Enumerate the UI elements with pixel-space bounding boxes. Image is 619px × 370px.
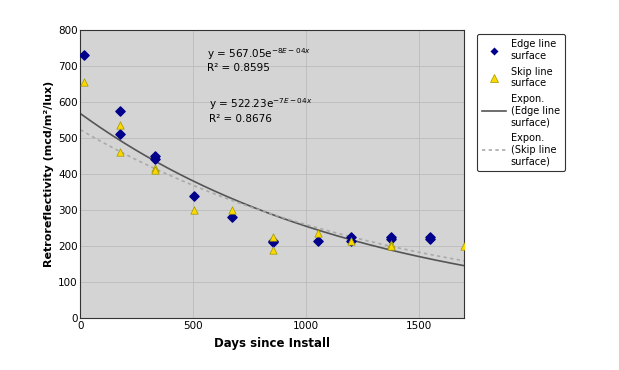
Point xyxy=(227,207,236,213)
Text: y = 567.05e$^{-8E-04x}$
R² = 0.8595: y = 567.05e$^{-8E-04x}$ R² = 0.8595 xyxy=(207,46,311,73)
Point xyxy=(79,52,89,58)
Text: y = 522.23e$^{-7E-04x}$
R² = 0.8676: y = 522.23e$^{-7E-04x}$ R² = 0.8676 xyxy=(209,96,313,124)
Point xyxy=(386,241,396,247)
Point xyxy=(269,234,279,240)
Point xyxy=(269,247,279,253)
Point xyxy=(347,234,357,240)
X-axis label: Days since Install: Days since Install xyxy=(214,337,331,350)
Point xyxy=(189,192,199,198)
Y-axis label: Retroreflectivity (mcd/m²/lux): Retroreflectivity (mcd/m²/lux) xyxy=(44,81,54,267)
Point xyxy=(189,207,199,213)
Point xyxy=(386,236,396,242)
Legend: Edge line
surface, Skip line
surface, Expon.
(Edge line
surface), Expon.
(Skip l: Edge line surface, Skip line surface, Ex… xyxy=(477,34,565,171)
Point xyxy=(313,238,322,243)
Point xyxy=(227,214,236,220)
Point xyxy=(79,79,89,85)
Point xyxy=(425,234,435,240)
Point xyxy=(459,243,469,249)
Point xyxy=(386,234,396,240)
Point xyxy=(150,153,160,159)
Point xyxy=(269,239,279,245)
Point xyxy=(115,108,125,114)
Point xyxy=(150,165,160,171)
Point xyxy=(425,236,435,242)
Point xyxy=(347,238,357,243)
Point xyxy=(386,243,396,249)
Point xyxy=(269,238,279,243)
Point xyxy=(313,231,322,236)
Point xyxy=(150,167,160,173)
Point xyxy=(115,122,125,128)
Point xyxy=(115,149,125,155)
Point xyxy=(115,131,125,137)
Point xyxy=(150,157,160,162)
Point xyxy=(347,238,357,243)
